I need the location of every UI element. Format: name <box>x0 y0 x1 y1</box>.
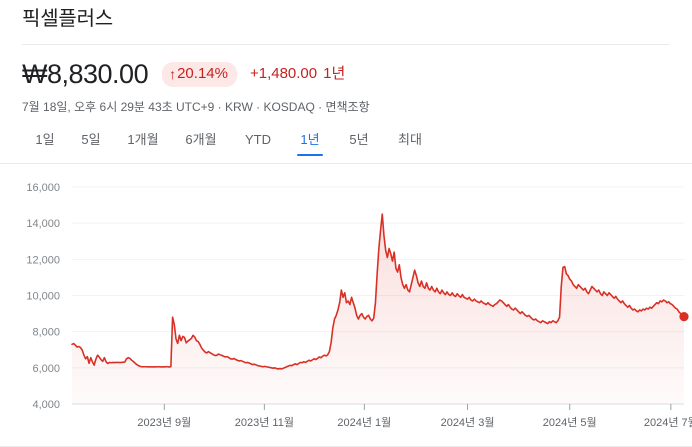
change-period-label: 1년 <box>323 65 346 82</box>
x-axis-label: 2024년 7월 <box>644 416 692 429</box>
range-tab-5년[interactable]: 5년 <box>334 128 384 156</box>
y-axis-label: 12,000 <box>26 254 60 266</box>
range-tab-label: 최대 <box>398 132 422 147</box>
range-tab-label: 5년 <box>349 132 369 147</box>
range-tab-5일[interactable]: 5일 <box>68 128 114 156</box>
range-tab-label: 6개월 <box>185 132 217 147</box>
arrow-up-icon: ↑ <box>169 65 177 82</box>
range-tab-label: YTD <box>245 132 271 147</box>
quote-metadata: 7월 18일, 오후 6시 29분 43초 UTC+9 · KRW · KOSD… <box>22 100 370 114</box>
header-divider <box>22 44 670 45</box>
range-tab-label: 1년 <box>300 132 320 147</box>
change-percent-value: 20.14% <box>177 64 228 82</box>
y-axis-label: 10,000 <box>26 291 60 303</box>
range-tab-label: 1일 <box>35 132 55 147</box>
x-axis-label: 2024년 3월 <box>441 416 495 429</box>
y-axis-label: 16,000 <box>26 182 60 194</box>
current-price: ₩8,830.00 <box>22 59 149 89</box>
price-chart[interactable]: 16,000 14,000 12,000 10,000 8,000 6,000 4,000 2… <box>0 166 692 447</box>
y-axis-label: 4,000 <box>32 399 60 411</box>
x-axis-label: 2023년 9월 <box>137 416 191 429</box>
chart-canvas[interactable]: 16,000 14,000 12,000 10,000 8,000 6,000 4,000 2… <box>0 166 692 447</box>
x-axis-label: 2024년 1월 <box>337 416 391 429</box>
y-axis-label: 6,000 <box>32 363 60 375</box>
range-tab-label: 1개월 <box>127 132 159 147</box>
x-axis-label: 2024년 5월 <box>543 416 597 429</box>
tabs-divider <box>0 163 692 164</box>
range-tab-label: 5일 <box>81 132 101 147</box>
range-tab-active-underline <box>297 154 323 156</box>
range-tab-YTD[interactable]: YTD <box>230 128 286 156</box>
x-axis-label: 2023년 11월 <box>235 416 294 429</box>
chart-area-fill <box>72 214 684 404</box>
range-tab-1개월[interactable]: 1개월 <box>114 128 172 156</box>
chart-price-line <box>71 213 685 370</box>
range-tab-1일[interactable]: 1일 <box>22 128 68 156</box>
y-axis-label: 14,000 <box>26 218 60 230</box>
range-tab-최대[interactable]: 최대 <box>384 128 436 156</box>
change-percent-badge: ↑ 20.14% <box>162 61 237 87</box>
range-tab-6개월[interactable]: 6개월 <box>172 128 230 156</box>
price-row: ₩8,830.00 ↑ 20.14% +1,480.00 1년 <box>22 57 345 91</box>
range-tabs[interactable]: 1일 5일 1개월 6개월 YTD 1년 5년 최대 <box>22 128 436 156</box>
change-absolute-value: +1,480.00 <box>249 65 318 82</box>
range-tab-1년[interactable]: 1년 <box>286 128 334 156</box>
y-axis-label: 8,000 <box>32 327 60 339</box>
page-title: 픽셀플러스 <box>22 8 113 30</box>
last-price-marker <box>679 312 689 322</box>
